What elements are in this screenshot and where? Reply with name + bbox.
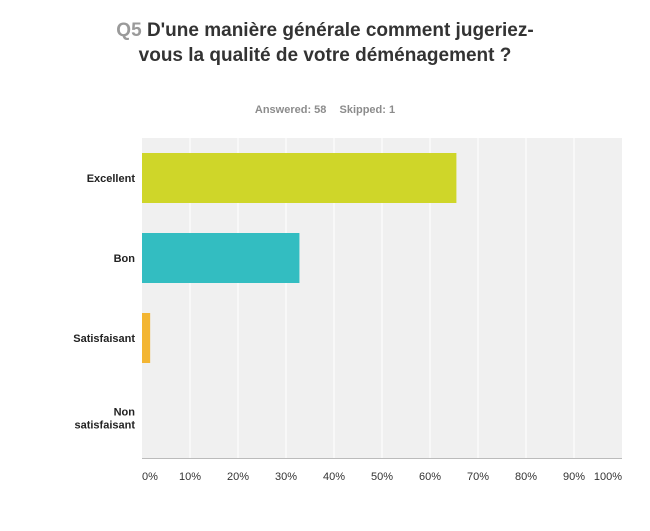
question-text: D'une manière générale comment jugeriez-… [138,20,534,66]
bar [142,233,300,283]
x-tick-label: 40% [323,471,345,483]
x-tick-label: 100% [594,471,622,483]
chart-title: Q5 D'une manière générale comment jugeri… [110,18,540,68]
x-tick-label: 70% [467,471,489,483]
category-label: Non satisfaisant [74,407,135,432]
x-tick-label: 60% [419,471,441,483]
x-tick-label: 20% [227,471,249,483]
question-number: Q5 [116,20,142,41]
x-tick-label: 10% [179,471,201,483]
answered-count: Answered: 58 [254,104,327,116]
category-label: Excellent [87,173,136,185]
category-label: Bon [114,253,136,265]
bar [142,153,457,203]
category-label: Satisfaisant [73,333,135,345]
skipped-count: Skipped: 1 [339,104,396,116]
bar [142,313,151,363]
x-tick-label: 30% [275,471,297,483]
x-tick-label: 0% [142,471,158,483]
x-tick-label: 50% [371,471,393,483]
response-stats: Answered: 58 Skipped: 1 [110,104,540,116]
x-tick-label: 80% [515,471,537,483]
x-tick-label: 90% [563,471,585,483]
